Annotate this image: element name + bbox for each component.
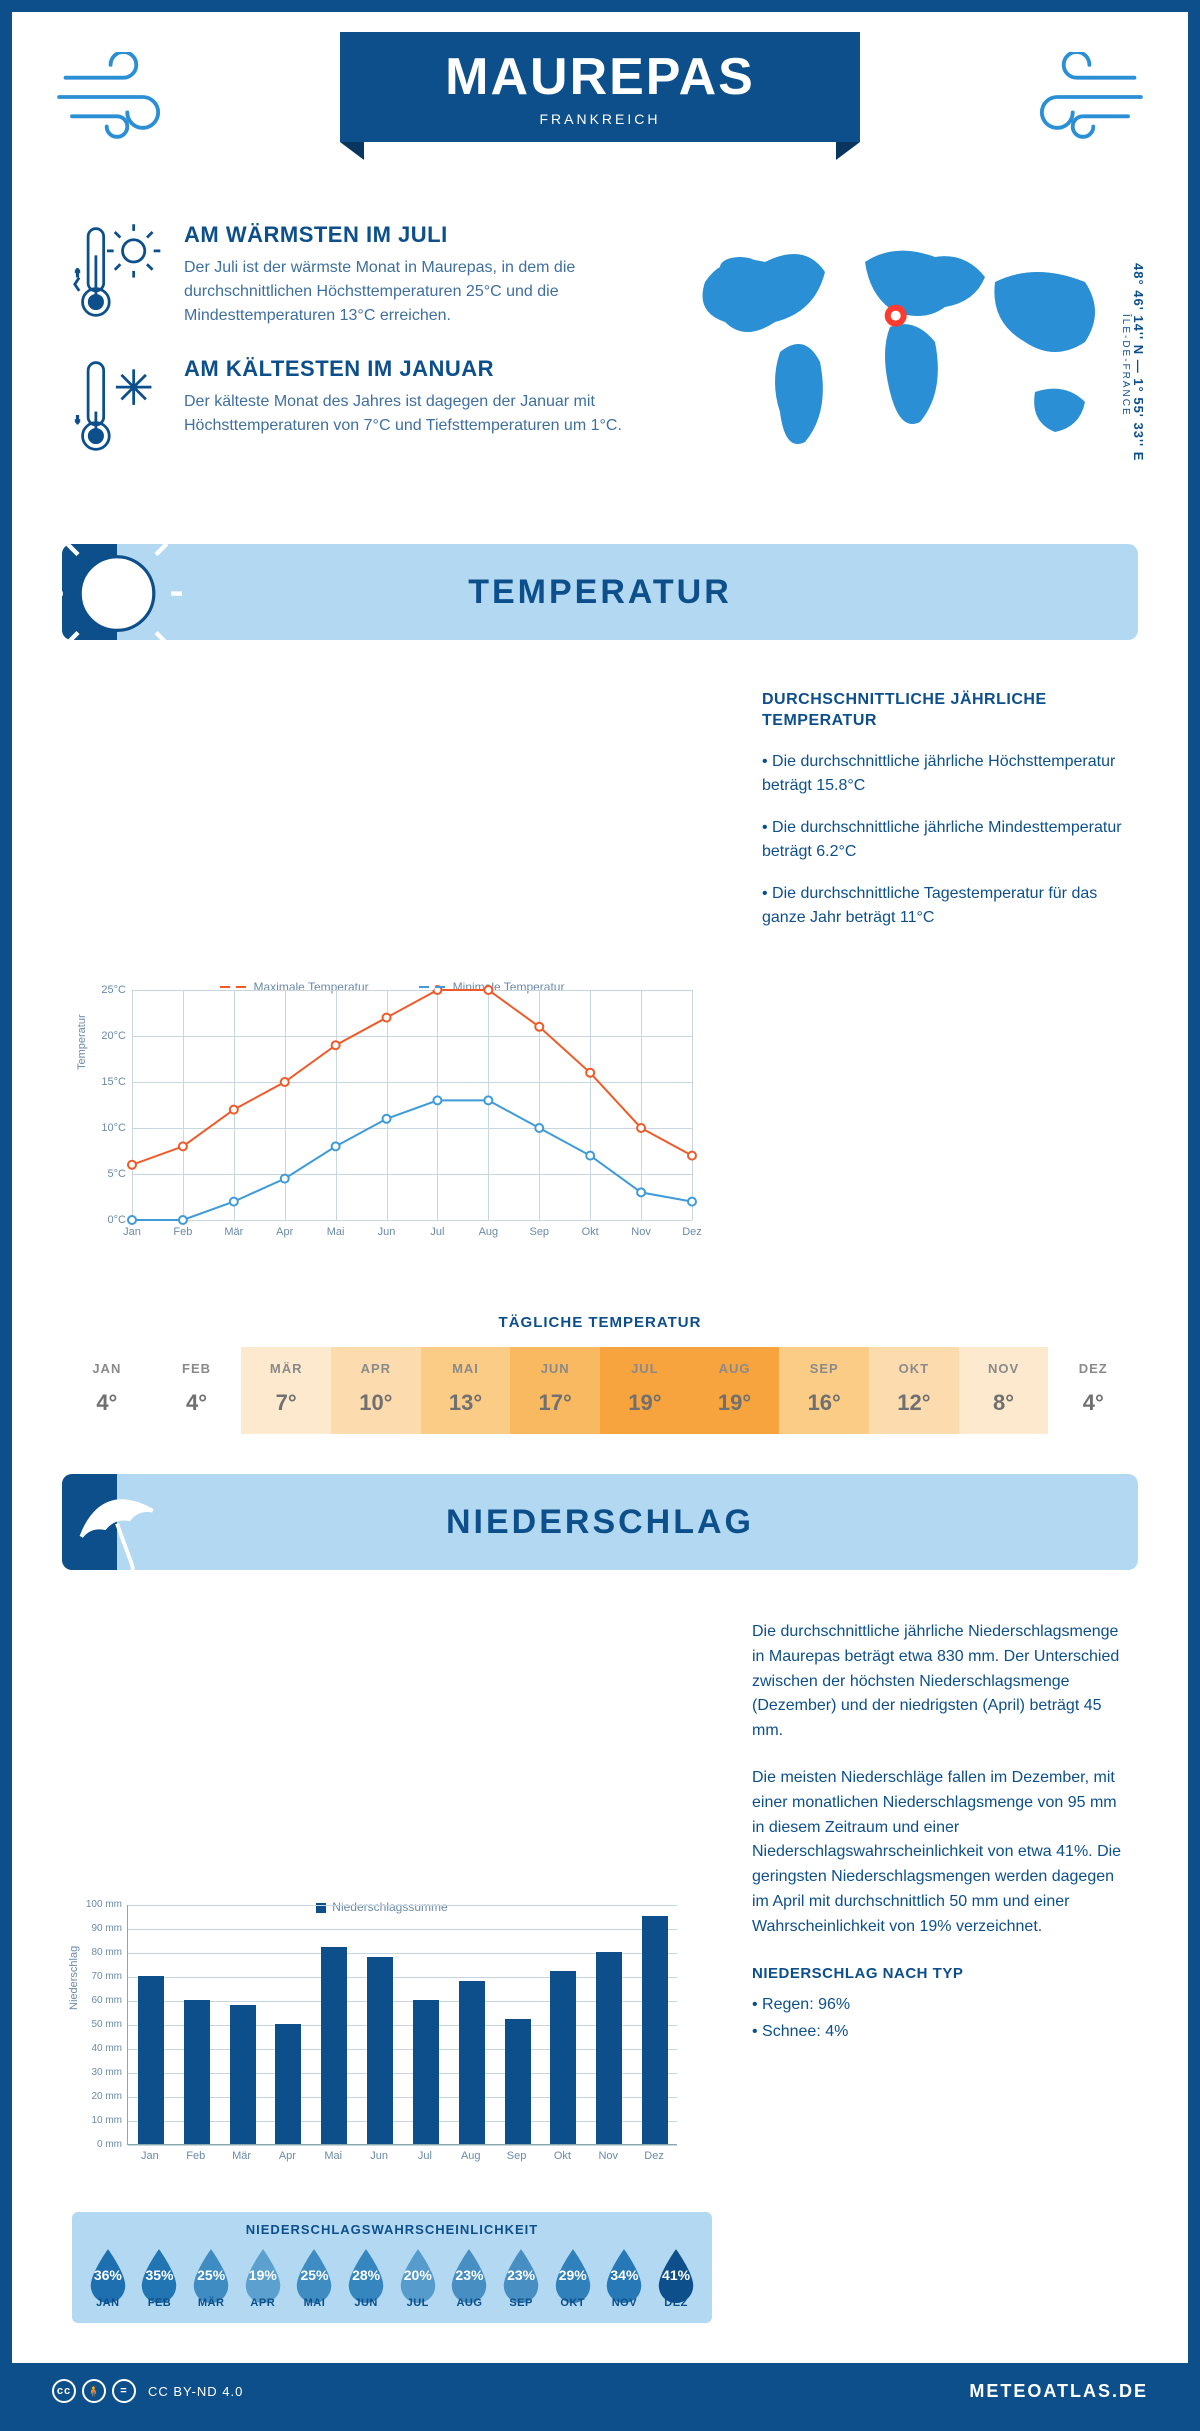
precip-bar	[459, 1981, 485, 2144]
top-info-row: ↑ AM WÄRMSTEN IM JULI Der Juli ist der w…	[12, 212, 1188, 524]
precip-bar	[550, 1971, 576, 2144]
precipitation-title: NIEDERSCHLAG	[62, 1503, 1138, 1542]
footer: cc 🧍 = CC BY-ND 4.0 METEOATLAS.DE	[12, 2363, 1188, 2419]
daily-cell: FEB4°	[152, 1347, 242, 1434]
precipitation-row: 0 mm10 mm20 mm30 mm40 mm50 mm60 mm70 mm8…	[12, 1590, 1188, 2353]
precipitation-banner: NIEDERSCHLAG	[62, 1474, 1138, 1570]
probability-box: NIEDERSCHLAGSWAHRSCHEINLICHKEIT 36%JAN 3…	[72, 2212, 712, 2323]
daily-cell: JUL19°	[600, 1347, 690, 1434]
probability-cell: 20%JUL	[396, 2247, 440, 2309]
temperature-line-chart: 0°C5°C10°C15°C20°C25°CJanFebMärAprMaiJun…	[72, 690, 722, 1280]
page-container: MAUREPAS FRANKREICH ↑	[0, 0, 1200, 2431]
precip-bar	[321, 1947, 347, 2144]
daily-cell: DEZ4°	[1048, 1347, 1138, 1434]
probability-cell: 34%NOV	[602, 2247, 646, 2309]
by-icon: 🧍	[82, 2379, 106, 2403]
temperature-title: TEMPERATUR	[62, 573, 1138, 612]
precip-type: • Regen: 96%	[752, 1993, 1128, 2018]
wind-icon-right	[1018, 52, 1148, 147]
precip-bar	[184, 2000, 210, 2144]
world-map	[685, 222, 1115, 482]
cc-icons: cc 🧍 =	[52, 2379, 136, 2403]
probability-cell: 29%OKT	[551, 2247, 595, 2309]
precipitation-bar-chart: 0 mm10 mm20 mm30 mm40 mm50 mm60 mm70 mm8…	[72, 1900, 692, 2190]
wind-icon-left	[52, 52, 182, 147]
temp-desc-title: DURCHSCHNITTLICHE JÄHRLICHE TEMPERATUR	[762, 690, 1128, 732]
umbrella-banner-icon	[62, 1474, 182, 1570]
coldest-block: ↓ AM KÄLTESTEN IM JANUAR Der kälteste Mo…	[72, 356, 632, 456]
daily-cell: JAN4°	[62, 1347, 152, 1434]
precip-bar	[230, 2005, 256, 2144]
probability-cell: 41%DEZ	[654, 2247, 698, 2309]
coldest-title: AM KÄLTESTEN IM JANUAR	[184, 356, 632, 382]
sun-banner-icon	[62, 544, 182, 640]
precip-bar	[596, 1952, 622, 2144]
country-name: FRANKREICH	[539, 111, 660, 127]
temperature-banner: TEMPERATUR	[62, 544, 1138, 640]
daily-cell: NOV8°	[959, 1347, 1049, 1434]
precip-bar	[138, 1976, 164, 2144]
daily-temp-title: TÄGLICHE TEMPERATUR	[12, 1314, 1188, 1331]
warmest-text: Der Juli ist der wärmste Monat in Maurep…	[184, 256, 632, 328]
probability-cell: 28%JUN	[344, 2247, 388, 2309]
probability-cell: 23%SEP	[499, 2247, 543, 2309]
precip-type: • Schnee: 4%	[752, 2020, 1128, 2045]
temp-bullet: • Die durchschnittliche jährliche Höchst…	[762, 750, 1128, 798]
probability-cell: 19%APR	[241, 2247, 285, 2309]
daily-cell: JUN17°	[510, 1347, 600, 1434]
daily-cell: SEP16°	[779, 1347, 869, 1434]
city-name: MAUREPAS	[445, 47, 755, 107]
daily-cell: OKT12°	[869, 1347, 959, 1434]
precip-bar	[367, 1957, 393, 2144]
daily-temp-grid: JAN4°FEB4°MÄR7°APR10°MAI13°JUN17°JUL19°A…	[62, 1347, 1138, 1434]
svg-text:↓: ↓	[75, 414, 81, 426]
precip-p2: Die meisten Niederschläge fallen im Deze…	[752, 1766, 1128, 1940]
precip-bar	[505, 2019, 531, 2144]
precipitation-description: Die durchschnittliche jährliche Niedersc…	[752, 1620, 1128, 2323]
precip-bar	[275, 2024, 301, 2144]
footer-license: cc 🧍 = CC BY-ND 4.0	[52, 2379, 243, 2403]
precip-types-title: NIEDERSCHLAG NACH TYP	[752, 1962, 1128, 1985]
probability-title: NIEDERSCHLAGSWAHRSCHEINLICHKEIT	[82, 2222, 702, 2237]
map-marker-icon	[885, 305, 907, 327]
temperature-description: DURCHSCHNITTLICHE JÄHRLICHE TEMPERATUR •…	[762, 690, 1128, 1280]
nd-icon: =	[112, 2379, 136, 2403]
map-column: 48° 46' 14'' N — 1° 55' 33'' E ÎLE-DE-FR…	[672, 222, 1128, 484]
thermometer-sun-icon: ↑	[72, 222, 162, 322]
probability-cell: 36%JAN	[86, 2247, 130, 2309]
info-left-column: ↑ AM WÄRMSTEN IM JULI Der Juli ist der w…	[72, 222, 632, 484]
temp-bullet: • Die durchschnittliche Tagestemperatur …	[762, 882, 1128, 930]
probability-cell: 35%FEB	[137, 2247, 181, 2309]
license-text: CC BY-ND 4.0	[148, 2384, 243, 2399]
precipitation-left-column: 0 mm10 mm20 mm30 mm40 mm50 mm60 mm70 mm8…	[72, 1620, 712, 2323]
precip-p1: Die durchschnittliche jährliche Niedersc…	[752, 1620, 1128, 1744]
temp-bullet: • Die durchschnittliche jährliche Mindes…	[762, 816, 1128, 864]
probability-cell: 25%MÄR	[189, 2247, 233, 2309]
probability-cell: 23%AUG	[447, 2247, 491, 2309]
precip-bar	[642, 1916, 668, 2144]
coldest-text: Der kälteste Monat des Jahres ist dagege…	[184, 390, 632, 438]
warmest-block: ↑ AM WÄRMSTEN IM JULI Der Juli ist der w…	[72, 222, 632, 328]
coordinates-label: 48° 46' 14'' N — 1° 55' 33'' E ÎLE-DE-FR…	[1120, 232, 1146, 492]
daily-cell: APR10°	[331, 1347, 421, 1434]
footer-site: METEOATLAS.DE	[969, 2381, 1148, 2402]
warmest-title: AM WÄRMSTEN IM JULI	[184, 222, 632, 248]
precip-bar	[413, 2000, 439, 2144]
title-ribbon: MAUREPAS FRANKREICH	[340, 32, 860, 142]
temperature-row: 0°C5°C10°C15°C20°C25°CJanFebMärAprMaiJun…	[12, 660, 1188, 1290]
probability-cell: 25%MAI	[292, 2247, 336, 2309]
daily-cell: MÄR7°	[241, 1347, 331, 1434]
svg-text:↑: ↑	[75, 266, 81, 278]
header: MAUREPAS FRANKREICH	[12, 12, 1188, 212]
cc-icon: cc	[52, 2379, 76, 2403]
daily-cell: MAI13°	[421, 1347, 511, 1434]
daily-cell: AUG19°	[690, 1347, 780, 1434]
thermometer-snow-icon: ↓	[72, 356, 162, 456]
